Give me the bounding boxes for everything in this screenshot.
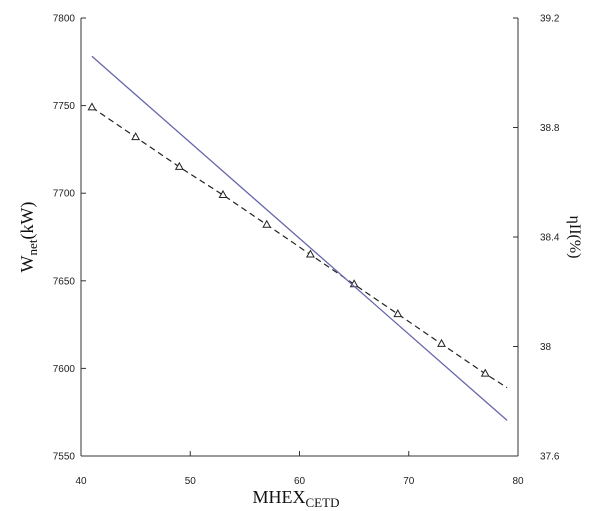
left-tick-label: 7750 (53, 101, 76, 112)
right-axis-title: ηII(%) (566, 215, 583, 258)
x-tick-label: 80 (512, 476, 524, 487)
wnet-triangle-marker (174, 161, 184, 170)
wnet-triangle-marker (131, 132, 141, 141)
x-axis-ticks: 40 50 60 70 80 (75, 451, 524, 487)
x-tick-label: 50 (185, 476, 197, 487)
wnet-triangle-marker (305, 249, 315, 258)
eta-solid-line (91, 55, 508, 421)
left-axis-title: Wnet(kW) (17, 202, 40, 273)
x-axis-title: MHEXCETD (253, 487, 340, 510)
right-tick-label: 38.8 (540, 123, 560, 134)
left-tick-label: 7700 (53, 189, 76, 200)
wnet-triangle-marker (218, 189, 228, 198)
x-tick-label: 40 (75, 476, 87, 487)
wnet-triangle-marker (437, 338, 446, 347)
left-tick-label: 7800 (53, 14, 76, 25)
series-layer (87, 55, 508, 421)
right-tick-label: 37.6 (540, 452, 560, 463)
left-tick-label: 7650 (53, 276, 76, 287)
wnet-triangle-marker (480, 368, 490, 377)
left-axis-ticks: 7550 7600 7650 7700 7750 7800 (53, 14, 86, 463)
right-tick-label: 38.4 (540, 233, 560, 244)
wnet-triangle-marker (87, 102, 97, 111)
right-tick-label: 39.2 (540, 14, 560, 25)
wnet-triangle-marker (393, 309, 403, 318)
wnet-triangle-marker (262, 219, 272, 228)
x-tick-label: 70 (403, 476, 415, 487)
right-tick-label: 38 (540, 342, 552, 353)
left-tick-label: 7550 (53, 452, 76, 463)
left-tick-label: 7600 (53, 364, 76, 375)
plot-frame (80, 18, 519, 457)
x-tick-label: 60 (294, 476, 306, 487)
right-axis-ticks: 37.6 38 38.4 38.8 39.2 (513, 14, 560, 463)
